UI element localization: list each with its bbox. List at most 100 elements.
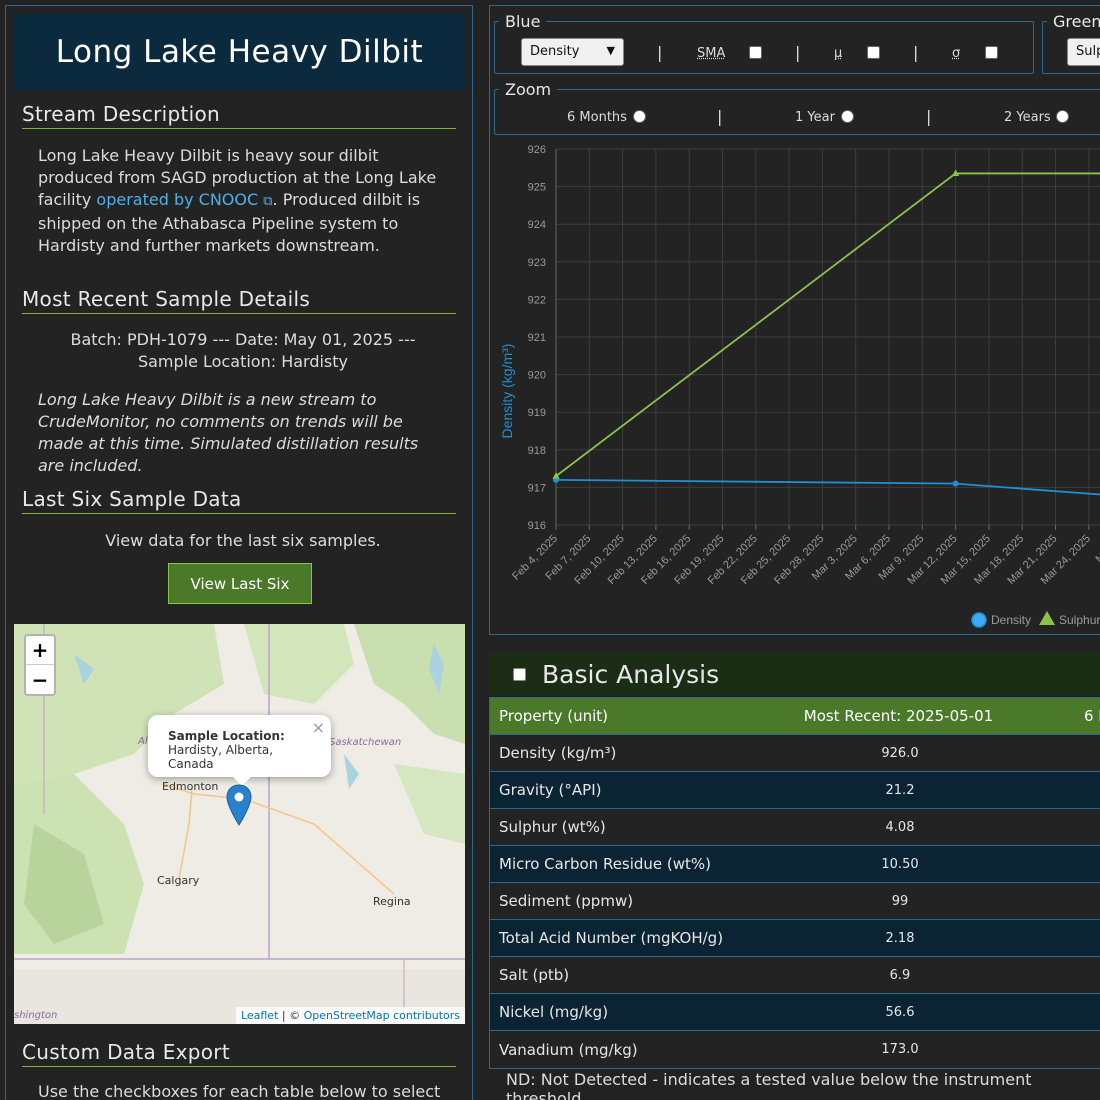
popup-close-icon[interactable]: ×: [311, 718, 325, 737]
map-attribution: Leaflet | © OpenStreetMap contributors: [235, 1007, 465, 1024]
separator: |: [926, 107, 932, 126]
series-line-density: [555, 478, 1100, 496]
y-tick-label: 926: [528, 144, 546, 156]
basic-analysis-table: Property (unit) Most Recent: 2025-05-01 …: [489, 697, 1100, 1069]
table-row: Gravity (°API) 21.2: [490, 772, 1100, 809]
popup-location: Hardisty, Alberta, Canada: [168, 743, 274, 771]
map-zoom-control: + −: [24, 634, 56, 696]
footnote: ND: Not Detected - indicates a tested va…: [506, 1070, 1032, 1100]
custom-export-heading: Custom Data Export: [22, 1040, 456, 1067]
sma-checkbox[interactable]: [749, 46, 762, 59]
zoom-2-years-radio[interactable]: [1056, 110, 1069, 123]
data-point-sulphur: [552, 472, 560, 479]
map-label-alberta: Al: [138, 736, 148, 747]
sample-location-map[interactable]: + − Al Saskatchewan Edmonton Calgary Reg…: [14, 624, 465, 1024]
zoom-out-button[interactable]: −: [31, 667, 49, 692]
basic-analysis-header: Basic Analysis: [489, 652, 1100, 696]
separator: |: [717, 107, 723, 126]
zoom-6-months-radio[interactable]: [633, 110, 646, 123]
recent-sample-details: Batch: PDH-1079 --- Date: May 01, 2025 -…: [70, 330, 416, 371]
x-tick-label: Mar 27: [1094, 533, 1100, 566]
property-cell: Sulphur (wt%): [499, 818, 606, 836]
value-cell: 926.0: [881, 745, 919, 761]
property-cell: Nickel (mg/kg): [499, 1003, 609, 1021]
sma-label: SMA: [697, 46, 726, 61]
green-legend: Green: [1053, 12, 1100, 31]
legend-label-density: Density: [991, 613, 1031, 627]
map-label-saskatchewan: Saskatchewan: [329, 737, 402, 748]
recent-sample-heading: Most Recent Sample Details: [22, 287, 456, 314]
blue-series-controls: Blue: [494, 12, 1034, 74]
table-row: Sediment (ppmw) 99: [490, 883, 1100, 920]
view-last-six-button[interactable]: View Last Six: [168, 563, 312, 604]
y-tick-label: 916: [528, 520, 546, 532]
green-series-select[interactable]: Sulp: [1067, 38, 1100, 66]
column-header: Property (unit): [499, 707, 609, 725]
value-cell: 56.6: [885, 1004, 915, 1020]
property-cell: Salt (ptb): [499, 966, 570, 984]
y-tick-label: 923: [528, 257, 546, 269]
value-cell: 6.9: [889, 967, 911, 983]
value-cell: 99: [891, 893, 909, 909]
property-cell: Vanadium (mg/kg): [499, 1040, 638, 1059]
property-cell: Gravity (°API): [499, 781, 602, 799]
value-cell: 21.2: [885, 782, 915, 798]
y-tick-label: 918: [528, 445, 546, 457]
last-six-heading: Last Six Sample Data: [22, 487, 456, 514]
density-chart[interactable]: 916 917 918 919 920 921 922 923 924 925 926 Feb 4,…: [490, 141, 1100, 631]
mean-checkbox[interactable]: [867, 46, 880, 59]
value-cell: 4.08: [885, 819, 915, 835]
separator: |: [657, 43, 663, 62]
chart-legend: Density Sulphur: [971, 611, 1100, 628]
popup-tip: [232, 776, 252, 786]
chart-grid: [555, 148, 1100, 530]
column-header: Most Recent: 2025-05-01: [803, 707, 994, 725]
separator: |: [913, 43, 919, 62]
table-row: Density (kg/m³) 926.0: [490, 735, 1100, 772]
separator: |: [795, 43, 801, 62]
value-cell: 2.18: [885, 930, 915, 946]
y-tick-label: 924: [528, 219, 546, 231]
table-row: Salt (ptb) 6.9: [490, 957, 1100, 994]
location-popup: × Sample Location: Hardisty, Alberta, Ca…: [148, 715, 331, 777]
zoom-in-button[interactable]: +: [26, 636, 54, 665]
property-cell: Micro Carbon Residue (wt%): [499, 855, 712, 873]
popup-title: Sample Location:: [168, 729, 285, 743]
data-point-sulphur: [952, 169, 960, 176]
external-link-icon: ⧉: [263, 194, 273, 209]
property-cell: Sediment (ppmw): [499, 892, 634, 910]
chart-panel: Blue Density▼ | SMA | μ | σ Green Sulp Z…: [489, 5, 1100, 635]
operator-link[interactable]: operated by CNOOC ⧉: [96, 190, 273, 209]
zoom-1-year-radio[interactable]: [841, 110, 854, 123]
blue-legend: Blue: [505, 12, 541, 31]
table-row: Sulphur (wt%) 4.08: [490, 809, 1100, 846]
chart-series: [552, 169, 1100, 496]
stream-description-text: Long Lake Heavy Dilbit is heavy sour dil…: [38, 146, 437, 255]
leaflet-link[interactable]: Leaflet: [240, 1009, 279, 1022]
series-line-sulphur: [555, 172, 1100, 477]
legend-marker-sulphur: [1039, 611, 1055, 625]
y-tick-label: 921: [528, 332, 546, 344]
zoom-6-months-label: 6 Months: [567, 110, 627, 125]
sigma-checkbox[interactable]: [985, 46, 998, 59]
table-header: Property (unit) Most Recent: 2025-05-01 …: [490, 698, 1100, 735]
table-row: Micro Carbon Residue (wt%) 10.50: [490, 846, 1100, 883]
custom-export-text: Use the checkboxes for each table below …: [38, 1082, 441, 1100]
blue-series-select[interactable]: Density ▼: [521, 38, 624, 66]
mean-label: μ: [834, 46, 843, 61]
stream-info-panel: Long Lake Heavy Dilbit Stream Descriptio…: [5, 5, 473, 1100]
table-row: Total Acid Number (mgKOH/g) 2.18: [490, 920, 1100, 957]
map-label-edmonton: Edmonton: [162, 780, 219, 793]
y-tick-label: 922: [528, 294, 546, 306]
value-cell: 173.0: [881, 1042, 919, 1057]
zoom-legend: Zoom: [505, 80, 552, 99]
sigma-label: σ: [952, 46, 961, 61]
y-tick-label: 920: [528, 370, 546, 382]
y-axis-label: Density (kg/m³): [499, 344, 515, 439]
basic-analysis-checkbox[interactable]: [513, 667, 526, 681]
osm-link[interactable]: OpenStreetMap contributors: [303, 1009, 460, 1022]
map-label-regina: Regina: [373, 895, 411, 908]
zoom-2-years-label: 2 Years: [1004, 110, 1051, 125]
legend-label-sulphur: Sulphur: [1059, 613, 1100, 627]
